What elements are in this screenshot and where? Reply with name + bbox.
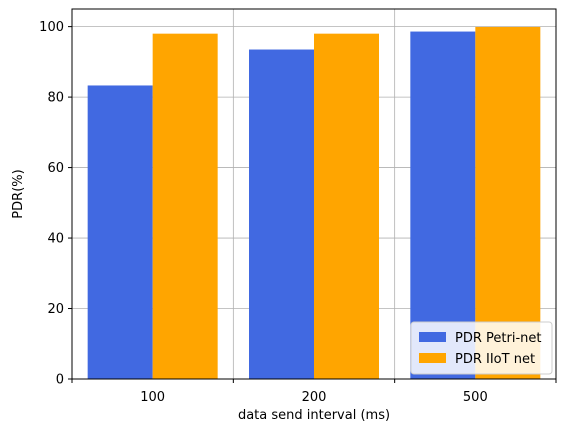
y-tick-label: 20 [47, 302, 64, 317]
x-axis: 100 200 500 [71, 379, 557, 405]
y-tick-label: 60 [47, 161, 64, 176]
bar-iiot-net-100 [152, 33, 218, 380]
x-tick-label: 500 [463, 390, 488, 405]
x-tick-label: 100 [140, 390, 165, 405]
bar-iiot-net-500 [475, 26, 541, 379]
legend-label: PDR Petri-net [455, 331, 541, 346]
bar-petri-net-200 [249, 49, 314, 380]
legend: PDR Petri-net PDR IIoT net [410, 321, 553, 375]
legend-label: PDR IIoT net [455, 352, 535, 367]
bar-petri-net-500 [410, 31, 476, 380]
y-axis: 0 20 40 60 80 100 [39, 20, 72, 388]
bar-petri-net-100 [87, 85, 153, 379]
x-tick-label: 200 [302, 390, 327, 405]
y-tick-label: 80 [47, 91, 64, 106]
y-tick-label: 40 [47, 232, 64, 247]
bars [87, 26, 541, 380]
legend-swatch [419, 353, 446, 363]
x-axis-label: data send interval (ms) [238, 408, 390, 423]
legend-box [410, 321, 553, 375]
bar-iiot-net-200 [314, 33, 379, 380]
legend-swatch [419, 332, 446, 342]
y-tick-label: 0 [56, 373, 64, 388]
y-tick-label: 100 [39, 20, 64, 35]
y-axis-label: PDR(%) [11, 169, 26, 218]
plot-frame [71, 8, 557, 380]
